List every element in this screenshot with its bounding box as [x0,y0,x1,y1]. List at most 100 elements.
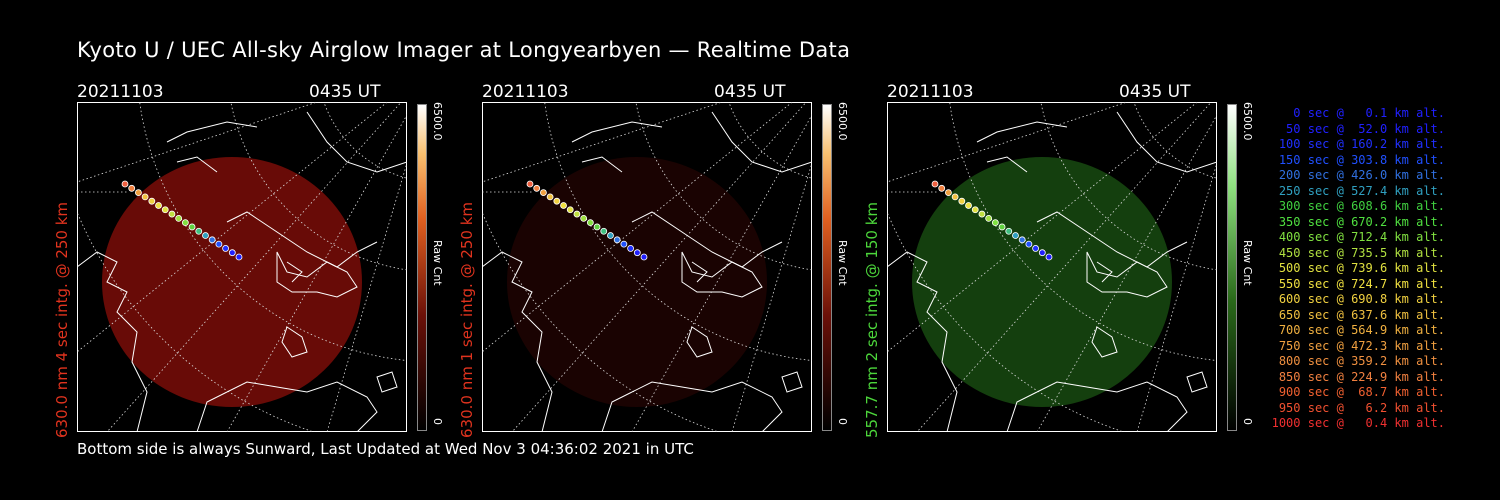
panel-3: 20211103 0435 UT 557.7 nm 2 sec intg. @ … [863,80,1267,438]
legend-entry: 400 sec @ 712.4 km alt. [1278,230,1445,244]
trajectory [121,180,243,261]
airglow-glow [507,157,767,407]
trajectory-dot [613,236,621,244]
panel-date: 20211103 [77,82,164,102]
allsky-map [482,102,812,432]
trajectory-dot [135,189,142,196]
colorbar [1227,104,1237,431]
trajectory-dot [215,240,223,248]
trajectory-dot [971,206,979,214]
trajectory-dot [586,219,594,227]
legend-entry: 350 sec @ 670.2 km alt. [1278,214,1445,229]
panel-2: 20211103 0435 UT 630.0 nm 1 sec intg. @ … [458,80,862,438]
trajectory-dot [958,197,966,205]
trajectory-dot [1032,245,1039,252]
trajectory-legend: 0 sec @ 0.1 km alt. 50 sec @ 52.0 km alt.… [1265,106,1445,432]
coastline [77,111,407,432]
trajectory-dot [633,249,641,257]
trajectory-dot [627,245,634,252]
coastline [887,111,1217,432]
trajectory-dot [640,253,648,261]
trajectory-dot [175,214,183,222]
panel-date: 20211103 [482,82,569,102]
panel-side-label: 630.0 nm 1 sec intg. @ 250 km [458,201,476,439]
trajectory-dot [951,193,959,201]
trajectory-dot [533,184,541,192]
legend-entry: 200 sec @ 426.0 km alt. [1278,168,1445,182]
trajectory-dot [998,223,1006,231]
trajectory-dot [188,223,196,231]
legend-entry: 850 sec @ 224.9 km alt. [1278,369,1445,384]
page-title: Kyoto U / UEC All-sky Airglow Imager at … [77,38,851,62]
trajectory-dot [1038,249,1046,257]
trajectory-dot [235,253,243,261]
panel-side-label: 557.7 nm 2 sec intg. @ 150 km [863,201,881,439]
graticule [887,102,1217,432]
legend-entry: 700 sec @ 564.9 km alt. [1278,323,1445,337]
trajectory-dot [566,206,574,214]
trajectory-dot [1012,232,1019,239]
trajectory-dot [1045,253,1053,261]
legend-entry: 100 sec @ 160.2 km alt. [1278,137,1445,151]
trajectory [526,180,648,261]
trajectory-dot [195,227,203,235]
panel-side-label: 630.0 nm 4 sec intg. @ 250 km [53,201,71,439]
trajectory-dot [1005,227,1013,235]
legend-entry: 600 sec @ 690.8 km alt. [1278,292,1445,306]
colorbar-max: 6500.0 [1241,102,1254,141]
airglow-glow [102,157,362,407]
trajectory-dot [945,189,952,196]
trajectory-dot [168,210,176,218]
trajectory-dot [938,184,946,192]
trajectory-dot [208,236,216,244]
trajectory-dot [1025,240,1033,248]
legend-entry: 500 sec @ 739.6 km alt. [1278,261,1445,275]
colorbar-unit: Raw Cnt [836,240,849,286]
trajectory-dot [222,245,229,252]
panel-time: 0435 UT [714,82,786,102]
trajectory-dot [573,210,581,218]
legend-entry: 50 sec @ 52.0 km alt. [1286,121,1445,136]
airglow-glow [912,157,1172,407]
trajectory-dot [600,227,608,235]
trajectory-dot [580,214,588,222]
trajectory-dot [991,219,999,227]
colorbar-max: 6500.0 [431,102,444,141]
colorbar-min: 0 [431,418,444,425]
trajectory-dot [546,193,554,201]
trajectory-dot [148,197,156,205]
graticule [482,102,812,432]
legend-entry: 550 sec @ 724.7 km alt. [1278,276,1445,291]
trajectory-dot [607,232,614,239]
trajectory-dot [161,206,169,214]
legend-entry: 450 sec @ 735.5 km alt. [1278,245,1445,260]
trajectory-dot [202,232,209,239]
trajectory-dot [1018,236,1026,244]
legend-entry: 750 sec @ 472.3 km alt. [1278,338,1445,353]
legend-entry: 0 sec @ 0.1 km alt. [1293,106,1445,120]
panel-time: 0435 UT [309,82,381,102]
trajectory-dot [620,240,628,248]
graticule [77,102,407,432]
trajectory-dot [141,193,149,201]
trajectory-dot [985,214,993,222]
colorbar-min: 0 [1241,418,1254,425]
legend-entry: 650 sec @ 637.6 km alt. [1278,307,1445,322]
colorbar-min: 0 [836,418,849,425]
trajectory-dot [155,202,162,209]
trajectory-dot [228,249,236,257]
legend-entry: 800 sec @ 359.2 km alt. [1278,354,1445,368]
colorbar [822,104,832,431]
legend-entry: 950 sec @ 6.2 km alt. [1278,400,1445,415]
colorbar-max: 6500.0 [836,102,849,141]
trajectory-dot [540,189,547,196]
trajectory-dot [931,180,939,188]
trajectory-dot [128,184,136,192]
legend-entry: 1000 sec @ 0.4 km alt. [1271,416,1445,430]
trajectory-dot [526,180,534,188]
footer-note: Bottom side is always Sunward, Last Upda… [77,440,694,458]
legend-entry: 900 sec @ 68.7 km alt. [1278,385,1445,399]
trajectory-dot [121,180,129,188]
trajectory-dot [560,202,567,209]
trajectory-dot [553,197,561,205]
